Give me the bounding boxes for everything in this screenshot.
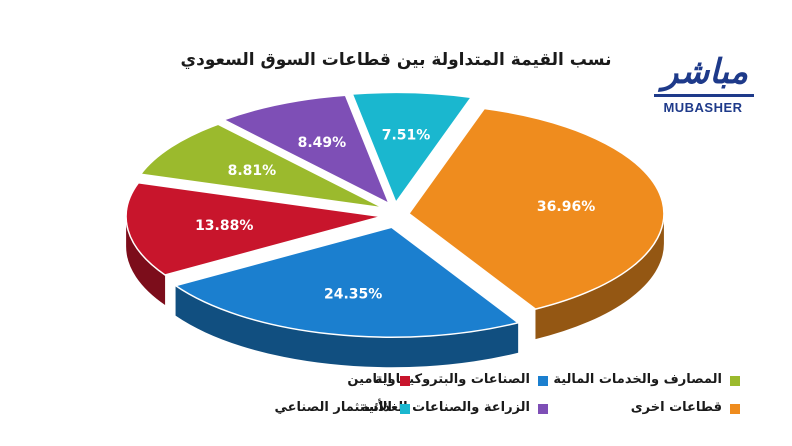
pie-slice-side [535,213,664,340]
logo-bar [654,94,754,97]
mubasher-logo: مباشر MUBASHER [648,50,758,120]
slice-data-label: 7.51% [382,127,431,143]
pie-slice-side [126,216,166,306]
pie-slice [407,107,665,310]
legend-item-others: قطاعات اخرى [510,400,740,418]
legend-swatch [538,404,548,414]
legend-label: الأستثمار الصناعي [274,400,392,415]
logo-english-text: MUBASHER [663,100,743,115]
legend-swatch [400,404,410,414]
legend-swatch [730,376,740,386]
legend-item-industries: الصناعات والبتروكيماوية [318,372,548,390]
slice-data-label: 24.35% [324,286,382,302]
legend-label: المصارف والخدمات المالية [553,372,722,387]
slice-data-label: 8.81% [228,163,277,179]
logo-arabic-text: مباشر [661,52,749,92]
slice-data-label: 36.96% [537,199,595,215]
pie-slice [221,94,391,206]
slice-data-label: 8.49% [298,135,347,151]
chart-title: نسب القيمة المتداولة بين قطاعات السوق ال… [180,50,612,70]
pie-slice [173,226,520,338]
legend-label: التامين [347,372,392,387]
legend-swatch [730,404,740,414]
pie-slice [125,181,382,276]
pie-slice [139,123,384,209]
legend-swatch [538,376,548,386]
legend-swatch [400,376,410,386]
legend-label: قطاعات اخرى [630,400,722,415]
legend-label: الصناعات والبتروكيماوية [374,372,530,387]
slice-data-label: 13.88% [195,218,253,234]
pie-slice-side [175,285,519,368]
legend-item-investment: الأستثمار الصناعي [180,400,410,418]
legend-item-banks: المصارف والخدمات المالية [510,372,740,390]
legend-item-insurance: التامين [180,372,410,390]
pie-slice [351,91,473,204]
